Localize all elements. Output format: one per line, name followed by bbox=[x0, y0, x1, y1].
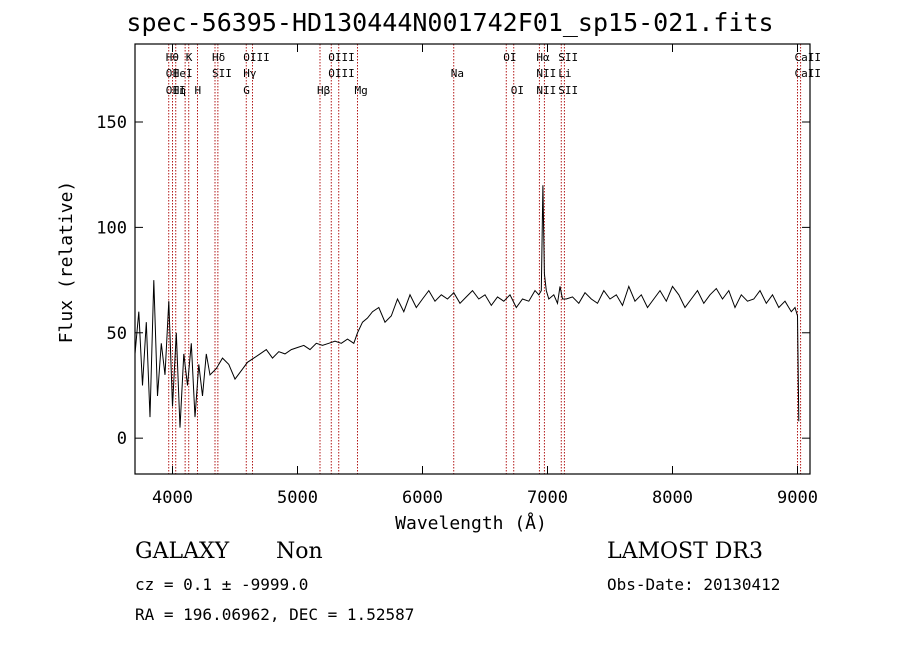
galaxy-value: Non bbox=[276, 539, 323, 564]
y-tick-label: 150 bbox=[96, 113, 127, 133]
line-marker-label: HeI bbox=[173, 67, 193, 80]
line-marker-label: Mg bbox=[355, 84, 368, 97]
x-tick-label: 9000 bbox=[777, 488, 818, 508]
survey-label: LAMOST DR3 bbox=[607, 539, 763, 564]
redshift-text: cz = 0.1 ± -9999.0 bbox=[135, 575, 309, 594]
line-marker-label: SII bbox=[212, 67, 232, 80]
line-marker-label: CaII bbox=[795, 67, 822, 80]
line-marker-label: Hβ bbox=[317, 84, 331, 97]
line-marker-label: Hδ bbox=[212, 51, 225, 64]
line-marker-label: CaII bbox=[795, 51, 822, 64]
y-axis-label: Flux (relative) bbox=[56, 181, 77, 344]
line-marker-label: NII bbox=[536, 67, 556, 80]
line-marker-label: OIII bbox=[328, 51, 355, 64]
line-marker-label: SII bbox=[558, 51, 578, 64]
line-marker-label: H bbox=[195, 84, 202, 97]
x-axis: 4000 5000 6000 7000 8000 9000 bbox=[152, 44, 818, 508]
line-markers bbox=[168, 44, 802, 474]
line-marker-label: OI bbox=[511, 84, 524, 97]
ra-dec-text: RA = 196.06962, DEC = 1.52587 bbox=[135, 605, 415, 624]
x-axis-label: Wavelength (Å) bbox=[395, 512, 547, 534]
x-tick-label: 5000 bbox=[277, 488, 318, 508]
line-marker-label: Hη bbox=[173, 84, 186, 97]
line-marker-label: G bbox=[243, 84, 250, 97]
line-marker-label: Li bbox=[558, 67, 571, 80]
y-tick-label: 100 bbox=[96, 218, 127, 238]
line-marker-label: Hα bbox=[536, 51, 550, 64]
line-marker-label: SII bbox=[558, 84, 578, 97]
line-marker-label: OII bbox=[166, 84, 186, 97]
y-tick-label: 50 bbox=[107, 324, 127, 344]
x-tick-label: 6000 bbox=[402, 488, 443, 508]
obs-date-text: Obs-Date: 20130412 bbox=[607, 575, 781, 594]
x-tick-label: 4000 bbox=[152, 488, 193, 508]
line-marker-label: OIII bbox=[328, 67, 355, 80]
chart-title: spec-56395-HD130444N001742F01_sp15-021.f… bbox=[126, 8, 774, 37]
line-marker-label: Na bbox=[451, 67, 464, 80]
line-marker-label: Hθ bbox=[166, 51, 179, 64]
y-tick-label: 0 bbox=[117, 429, 127, 449]
x-tick-label: 8000 bbox=[652, 488, 693, 508]
line-marker-label: OIII bbox=[243, 51, 270, 64]
plot-frame bbox=[134, 43, 811, 475]
y-axis: 0 50 100 150 bbox=[96, 113, 810, 449]
line-marker-label: K bbox=[186, 51, 193, 64]
line-marker-label: Hγ bbox=[243, 67, 257, 80]
spectrum-line bbox=[134, 185, 800, 428]
galaxy-label: GALAXY bbox=[135, 539, 230, 564]
line-marker-label: OI bbox=[166, 67, 179, 80]
line-marker-label: OI bbox=[503, 51, 516, 64]
line-marker-label: NII bbox=[536, 84, 556, 97]
x-tick-label: 7000 bbox=[527, 488, 568, 508]
